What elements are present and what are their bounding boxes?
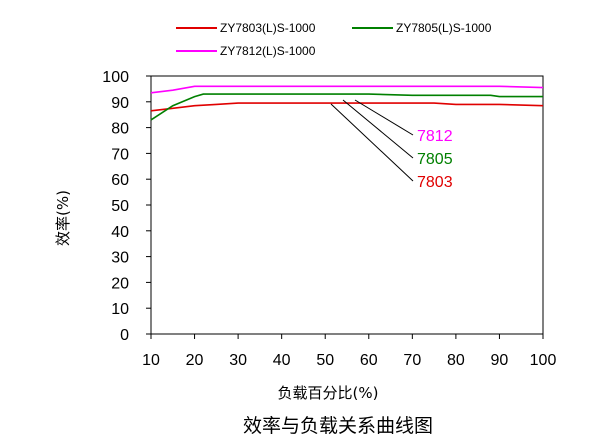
y-tick-label: 40 [111, 224, 129, 241]
x-tick-label: 80 [447, 352, 465, 369]
x-tick-label: 60 [360, 352, 378, 369]
x-tick-label: 20 [186, 352, 204, 369]
legend-label-7812: ZY7812(L)S-1000 [220, 44, 316, 58]
y-tick-label: 30 [111, 250, 129, 267]
axis-ticks: 10 20 30 40 50 60 70 80 90 100 0 10 20 30 40 50 60 70 80 90… [102, 69, 556, 369]
y-tick-label: 80 [111, 121, 129, 138]
legend-label-7803: ZY7803(L)S-1000 [220, 21, 316, 35]
series-line-7812 [150, 85, 544, 94]
y-axis-title: 效率(%) [54, 190, 72, 246]
legend-label-7805: ZY7805(L)S-1000 [396, 21, 492, 35]
x-tick-label: 10 [142, 352, 160, 369]
annotation-leader-7803 [330, 103, 414, 182]
y-tick-label: 50 [111, 198, 129, 215]
annotation-leader-7805 [342, 99, 414, 159]
series-line-7805 [150, 93, 543, 121]
plot-area [150, 75, 544, 335]
annotation-label-7812: 7812 [417, 128, 453, 145]
y-tick-label: 10 [111, 301, 129, 318]
annotation-label-7805: 7805 [417, 151, 453, 168]
x-tick-label: 30 [229, 352, 247, 369]
x-axis-title: 负载百分比(%) [278, 384, 379, 402]
x-tick-label: 40 [273, 352, 291, 369]
legend: ZY7803(L)S-1000 ZY7805(L)S-1000 ZY7812(L)S… [176, 21, 492, 58]
annotation-leader-7812 [354, 99, 414, 136]
plot-border [150, 75, 544, 335]
annotations: 7812 7805 7803 [330, 99, 453, 191]
series-lines [150, 85, 544, 121]
x-tick-label: 50 [316, 352, 334, 369]
y-tick-label: 0 [120, 327, 129, 344]
series-line-7803 [150, 102, 544, 112]
y-tick-label: 90 [111, 95, 129, 112]
y-tick-label: 60 [111, 172, 129, 189]
annotation-label-7803: 7803 [417, 174, 453, 191]
y-tick-label: 20 [111, 275, 129, 292]
y-tick-label: 100 [102, 69, 129, 86]
x-tick-label: 100 [530, 352, 557, 369]
chart-caption: 效率与负载关系曲线图 [243, 415, 433, 437]
x-tick-label: 70 [403, 352, 421, 369]
y-tick-label: 70 [111, 146, 129, 163]
x-tick-label: 90 [491, 352, 509, 369]
